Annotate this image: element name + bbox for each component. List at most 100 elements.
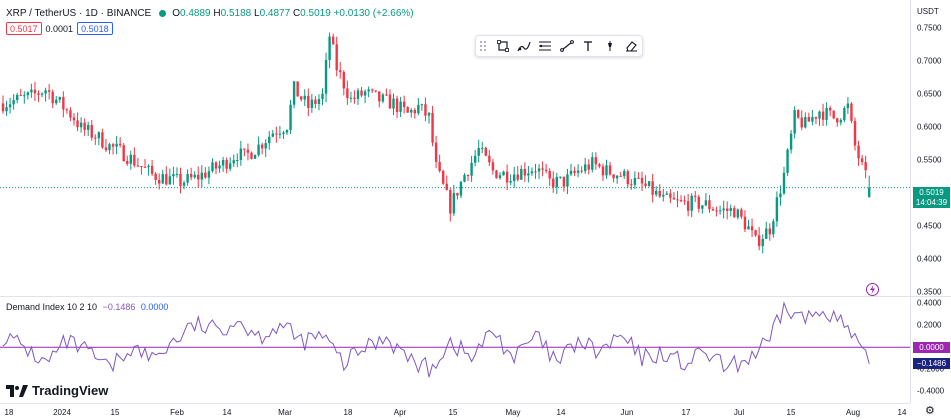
candle-body — [580, 170, 583, 172]
candle-body — [605, 165, 608, 176]
brush-icon[interactable] — [513, 37, 534, 55]
price-tick: 0.5500 — [917, 155, 942, 165]
indicator-name[interactable]: Demand Index 10 2 10 — [6, 302, 98, 312]
price-tick: 0.4500 — [917, 221, 942, 231]
candle-body — [62, 97, 65, 110]
eraser-icon[interactable] — [621, 37, 642, 55]
candle-body — [708, 200, 711, 210]
price-scale[interactable]: USDT 0.7500 0.7000 0.6500 0.6000 0.5500 … — [910, 0, 951, 297]
candle-body — [473, 155, 477, 163]
candle-body — [626, 171, 629, 185]
change-value: +0.0130 (+2.66%) — [333, 7, 414, 19]
time-tick: 14 — [897, 408, 907, 417]
symbol-title[interactable]: XRP / TetherUS · 1D · BINANCE — [6, 7, 152, 19]
candle-body — [335, 44, 338, 71]
price-pane[interactable]: XRP / TetherUS · 1D · BINANCE O0.4889 H0… — [0, 0, 910, 296]
candle-body — [207, 171, 211, 178]
drag-handle-icon[interactable] — [480, 39, 488, 53]
text-icon[interactable] — [578, 37, 599, 55]
candle-body — [811, 117, 814, 122]
candle-body — [140, 166, 143, 168]
candle-body — [694, 195, 697, 197]
candle-body — [79, 122, 83, 128]
candle-body — [221, 160, 225, 166]
pin-icon[interactable] — [599, 37, 620, 55]
last-price-label: 0.5019 — [913, 187, 950, 198]
currency-label[interactable]: USDT — [917, 7, 939, 16]
candle-body — [559, 176, 562, 178]
market-status-icon — [159, 9, 167, 17]
candle-body — [655, 190, 658, 195]
candle-body — [516, 174, 519, 180]
candle-body — [399, 101, 402, 112]
candle-body — [637, 177, 640, 179]
logo-text: TradingView — [32, 383, 109, 398]
candle-body — [47, 90, 51, 92]
candle-body — [367, 89, 370, 92]
time-axis[interactable]: 18 2024 15 Feb 14 Mar 18 Apr 15 May 14 J… — [0, 403, 910, 420]
trend-line-icon[interactable] — [556, 37, 577, 55]
candle-body — [150, 165, 154, 174]
candle-body — [275, 133, 278, 135]
indicator-pane[interactable]: Demand Index 10 2 10 −0.1486 0.0000 — [0, 297, 910, 403]
candle-body — [658, 190, 661, 197]
candle-body — [353, 97, 356, 99]
candle-body — [378, 91, 381, 102]
demand-index-chart[interactable] — [0, 297, 910, 403]
candle-body — [211, 162, 214, 172]
lightning-icon[interactable] — [866, 283, 879, 296]
tradingview-logo-icon — [6, 384, 28, 397]
open-label: O — [172, 7, 181, 19]
candle-body — [225, 160, 228, 169]
candle-body — [310, 99, 314, 108]
candle-body — [513, 174, 516, 182]
candle-body — [257, 144, 260, 156]
candle-body — [23, 95, 26, 97]
candle-body — [576, 170, 580, 173]
candle-body — [726, 208, 729, 211]
candle-body — [172, 174, 175, 177]
time-tick: 15 — [786, 408, 796, 417]
candle-body — [115, 143, 118, 147]
rectangle-icon[interactable] — [492, 37, 513, 55]
countdown-label: 14:04:39 — [913, 197, 950, 208]
time-tick: 17 — [681, 408, 691, 417]
candle-body — [807, 117, 811, 122]
candle-body — [640, 177, 644, 184]
candle-body — [552, 178, 555, 188]
candle-body — [72, 117, 76, 121]
candle-body — [779, 193, 782, 198]
candle-body — [356, 90, 360, 99]
candle-body — [619, 175, 622, 177]
zero-line-label: 0.0000 — [913, 342, 950, 353]
time-tick: Mar — [278, 408, 292, 417]
candle-body — [481, 147, 484, 149]
candle-body — [424, 104, 427, 116]
candlestick-chart[interactable] — [0, 0, 910, 296]
settings-gear-icon[interactable]: ⚙ — [925, 405, 935, 417]
candle-body — [701, 205, 704, 209]
candle-body — [55, 99, 58, 104]
candle-body — [431, 112, 434, 143]
candle-body — [765, 228, 768, 239]
candle-body — [729, 208, 732, 211]
indicator-scale[interactable]: 0.4000 0.2000 -0.2000 -0.4000 0.0000 −0.… — [910, 297, 951, 403]
low-label: L — [254, 7, 260, 19]
candle-body — [786, 149, 789, 173]
candle-body — [797, 110, 800, 118]
candle-body — [740, 209, 743, 217]
fib-icon[interactable] — [535, 37, 556, 55]
candle-body — [101, 132, 104, 148]
candle-body — [569, 170, 573, 175]
candle-body — [417, 104, 420, 114]
candle-body — [33, 89, 37, 94]
time-tick: May — [505, 408, 521, 417]
tradingview-logo[interactable]: TradingView — [6, 383, 109, 398]
candle-body — [289, 104, 292, 130]
indicator-legend[interactable]: Demand Index 10 2 10 −0.1486 0.0000 — [6, 302, 168, 312]
candle-body — [264, 143, 267, 149]
candle-body — [87, 125, 90, 130]
pane-divider[interactable] — [0, 296, 951, 297]
buy-button[interactable]: 0.5018 — [77, 22, 113, 35]
sell-button[interactable]: 0.5017 — [6, 22, 42, 35]
